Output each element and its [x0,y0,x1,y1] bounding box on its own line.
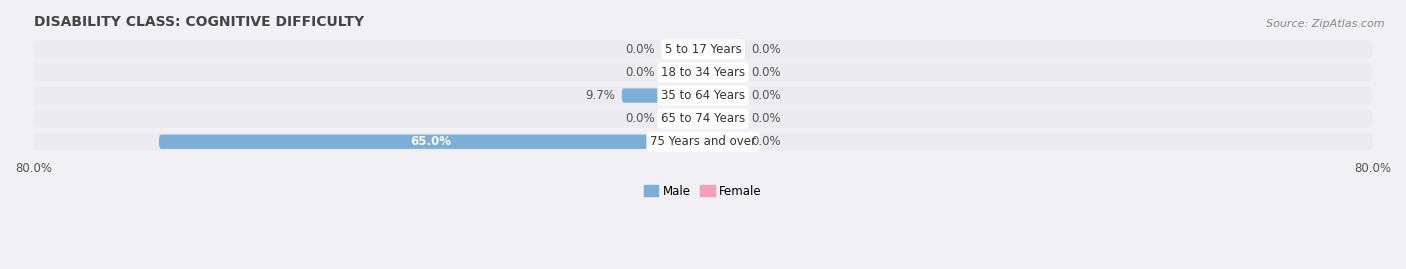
Text: 65.0%: 65.0% [411,135,451,148]
FancyBboxPatch shape [703,65,745,80]
FancyBboxPatch shape [703,111,745,126]
FancyBboxPatch shape [661,111,703,126]
Text: 0.0%: 0.0% [752,89,782,102]
FancyBboxPatch shape [703,42,745,56]
FancyBboxPatch shape [34,133,1372,151]
Text: Source: ZipAtlas.com: Source: ZipAtlas.com [1267,19,1385,29]
FancyBboxPatch shape [34,63,1372,82]
FancyBboxPatch shape [703,89,745,103]
FancyBboxPatch shape [34,40,1372,58]
Text: DISABILITY CLASS: COGNITIVE DIFFICULTY: DISABILITY CLASS: COGNITIVE DIFFICULTY [34,15,364,29]
Text: 5 to 17 Years: 5 to 17 Years [665,43,741,56]
Text: 0.0%: 0.0% [752,66,782,79]
FancyBboxPatch shape [661,65,703,80]
FancyBboxPatch shape [34,87,1372,105]
FancyBboxPatch shape [703,134,745,149]
Text: 0.0%: 0.0% [624,66,654,79]
Text: 35 to 64 Years: 35 to 64 Years [661,89,745,102]
Text: 9.7%: 9.7% [585,89,616,102]
Text: 0.0%: 0.0% [752,43,782,56]
Text: 65 to 74 Years: 65 to 74 Years [661,112,745,125]
Text: 0.0%: 0.0% [624,43,654,56]
FancyBboxPatch shape [621,89,703,103]
Text: 0.0%: 0.0% [752,135,782,148]
Text: 0.0%: 0.0% [624,112,654,125]
FancyBboxPatch shape [34,110,1372,128]
Legend: Male, Female: Male, Female [640,180,766,202]
Text: 0.0%: 0.0% [752,112,782,125]
FancyBboxPatch shape [159,134,703,149]
Text: 18 to 34 Years: 18 to 34 Years [661,66,745,79]
FancyBboxPatch shape [661,42,703,56]
Text: 75 Years and over: 75 Years and over [650,135,756,148]
